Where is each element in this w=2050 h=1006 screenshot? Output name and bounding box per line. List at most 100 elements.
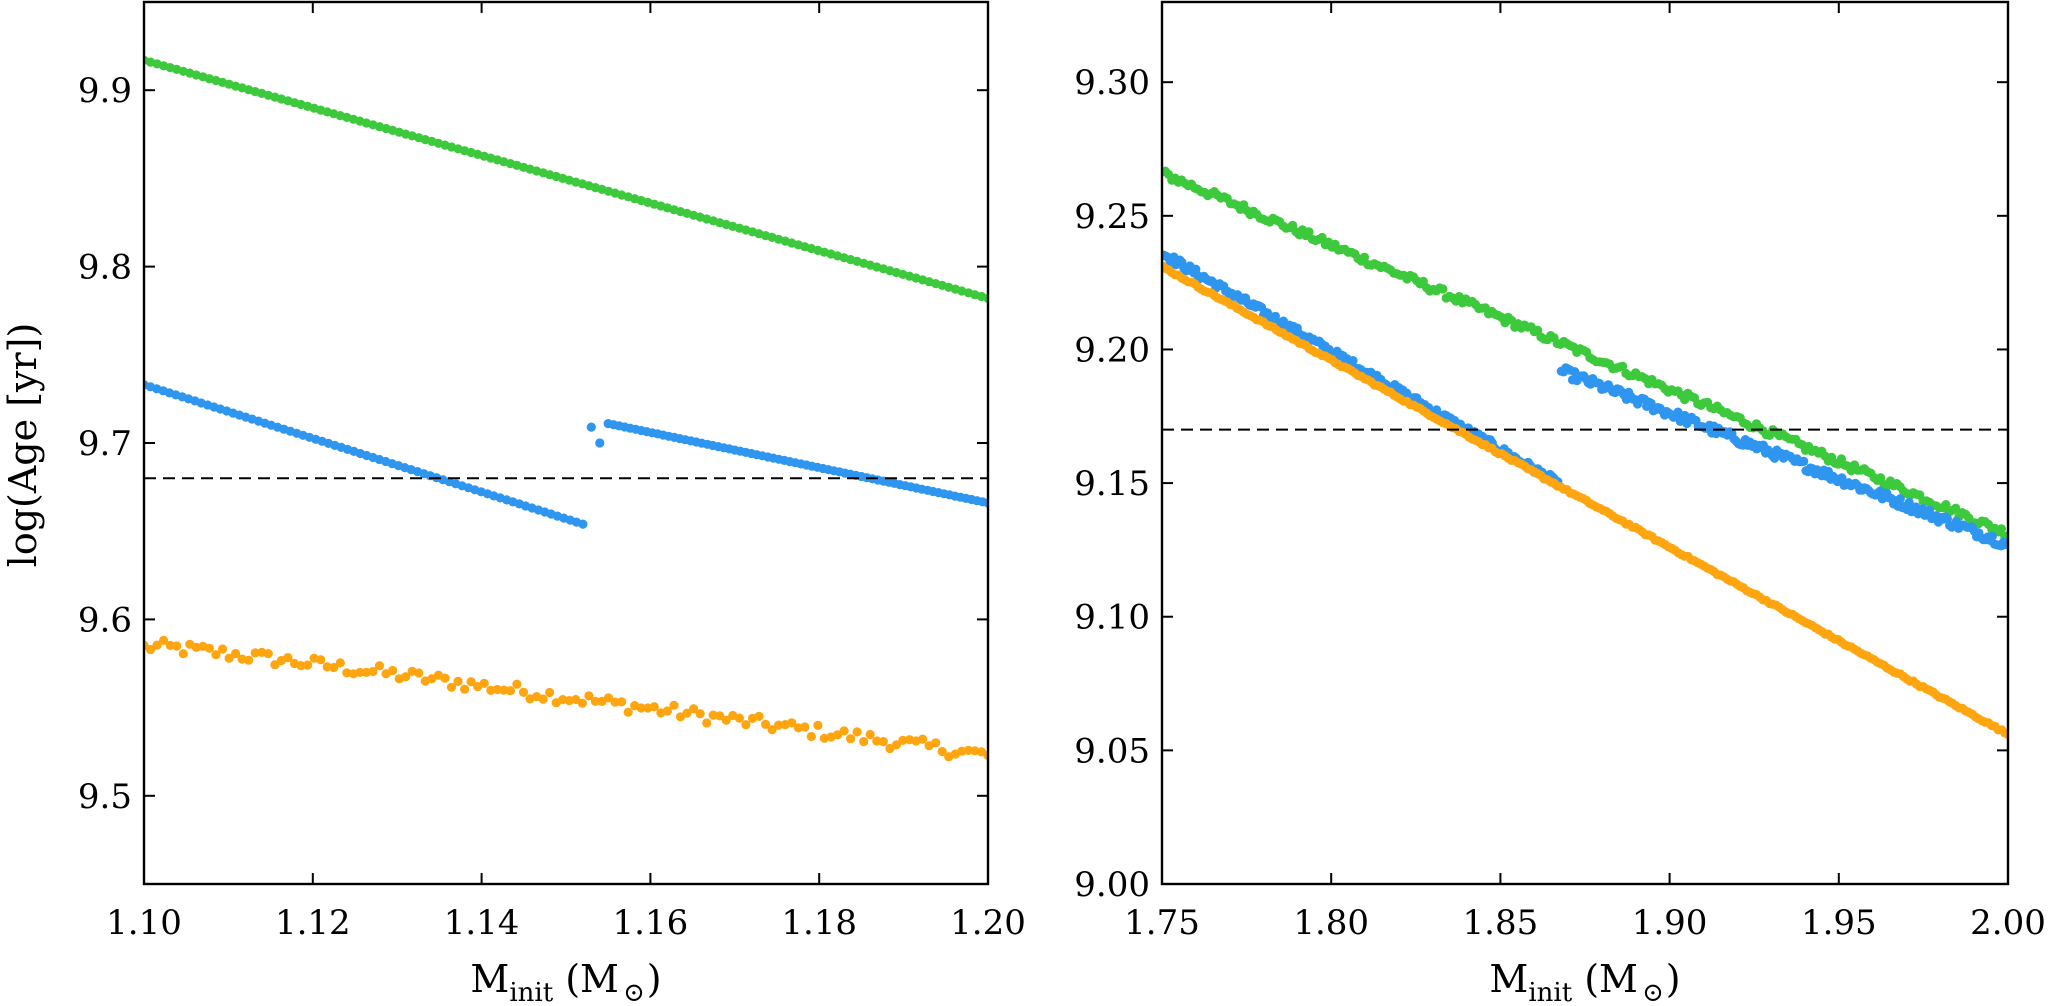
data-point xyxy=(446,682,457,692)
x-tick-label: 1.12 xyxy=(275,903,351,943)
data-point xyxy=(610,697,620,707)
right-panel: 1.75 1.80 1.85 1.90 1.95 2.00 9.00 9.05 9.10 9.15… xyxy=(1074,0,2046,1006)
data-point xyxy=(172,641,182,651)
data-point xyxy=(505,686,515,696)
data-point xyxy=(204,643,214,653)
data-point xyxy=(263,649,273,659)
data-point xyxy=(636,703,646,713)
data-point xyxy=(754,711,764,722)
data-point xyxy=(963,745,974,756)
y-tick-label: 9.7 xyxy=(78,424,132,464)
data-point xyxy=(329,662,339,673)
data-point xyxy=(832,730,843,740)
y-tick-label: 9.20 xyxy=(1074,330,1150,370)
data-point xyxy=(702,718,712,728)
series-blue xyxy=(144,380,988,529)
data-point xyxy=(414,668,424,678)
data-point xyxy=(1438,284,1448,294)
data-point xyxy=(1904,497,1914,508)
x-tick-label: 1.85 xyxy=(1463,903,1539,943)
y-tick-label: 9.25 xyxy=(1074,197,1150,237)
y-tick-label: 9.15 xyxy=(1074,464,1150,504)
x-tick-label: 1.20 xyxy=(950,903,1026,943)
x-tick-label: 1.18 xyxy=(781,903,857,943)
data-point xyxy=(499,685,509,695)
data-point xyxy=(270,660,280,670)
data-point xyxy=(355,667,365,678)
x-tick-label: 1.75 xyxy=(1124,903,1200,943)
data-point xyxy=(388,665,398,676)
data-point xyxy=(839,726,849,736)
data-point xyxy=(479,678,489,688)
data-point xyxy=(695,709,705,719)
data-point xyxy=(466,677,476,687)
data-point xyxy=(721,715,731,725)
data-point xyxy=(590,696,601,706)
data-point xyxy=(662,706,673,716)
data-point xyxy=(178,649,188,659)
data-point xyxy=(518,687,529,697)
data-point xyxy=(250,648,260,658)
data-point xyxy=(937,746,947,757)
data-point xyxy=(460,684,470,694)
y-tick-label: 9.30 xyxy=(1074,63,1150,103)
y-tick-label: 9.10 xyxy=(1074,598,1150,638)
data-point xyxy=(368,666,378,677)
data-point xyxy=(859,737,869,747)
series-green xyxy=(144,55,988,303)
data-point xyxy=(231,648,241,659)
x-tick-label: 1.90 xyxy=(1632,903,1708,943)
data-point xyxy=(649,702,659,712)
left-panel: 1.10 1.12 1.14 1.16 1.18 1.20 9.5 9.6 9.7 9.8 9.9 M… xyxy=(78,0,1026,1006)
data-point xyxy=(152,640,162,650)
x-tick-label: 1.95 xyxy=(1801,903,1877,943)
data-point xyxy=(918,734,928,744)
data-point xyxy=(335,658,345,668)
data-point xyxy=(303,660,313,670)
data-point xyxy=(767,725,777,735)
axes-frame xyxy=(142,0,990,886)
data-point xyxy=(145,644,156,655)
series-orange xyxy=(1162,261,2008,740)
data-point xyxy=(669,700,679,710)
data-point xyxy=(224,653,234,663)
data-point xyxy=(1951,503,1961,513)
data-point xyxy=(211,650,221,660)
data-point xyxy=(538,694,548,704)
x-tick-label: 1.80 xyxy=(1293,903,1369,943)
data-point xyxy=(1618,361,1628,371)
data-point xyxy=(401,672,411,682)
data-point xyxy=(682,708,692,718)
data-point xyxy=(774,720,784,730)
data-point xyxy=(595,438,605,448)
data-point xyxy=(846,734,856,744)
data-point xyxy=(787,718,797,728)
data-point xyxy=(440,673,450,683)
y-tick-label: 9.8 xyxy=(78,248,132,288)
series-green xyxy=(1162,166,2008,541)
data-point xyxy=(159,635,169,646)
data-point xyxy=(577,698,588,708)
y-tick-label: 9.9 xyxy=(78,71,132,111)
data-point xyxy=(296,661,306,671)
data-point xyxy=(806,731,816,742)
data-point xyxy=(617,697,627,707)
series-orange xyxy=(144,635,988,762)
data-point xyxy=(715,711,725,721)
data-point xyxy=(852,727,862,737)
data-point xyxy=(1799,456,1809,466)
y-tick-label: 9.5 xyxy=(78,777,132,817)
data-point xyxy=(586,422,596,432)
data-point xyxy=(1533,325,1543,335)
data-point xyxy=(1987,531,1997,541)
data-point xyxy=(1304,227,1314,237)
x-tick-label: 1.10 xyxy=(106,903,182,943)
data-point xyxy=(878,737,888,747)
data-point xyxy=(1941,500,1951,510)
data-point xyxy=(283,653,293,663)
data-point xyxy=(603,693,614,703)
data-point xyxy=(813,720,823,731)
y-axis-title: log(Age [yr]) xyxy=(1,323,45,568)
data-point xyxy=(453,676,463,687)
data-point xyxy=(578,519,588,529)
